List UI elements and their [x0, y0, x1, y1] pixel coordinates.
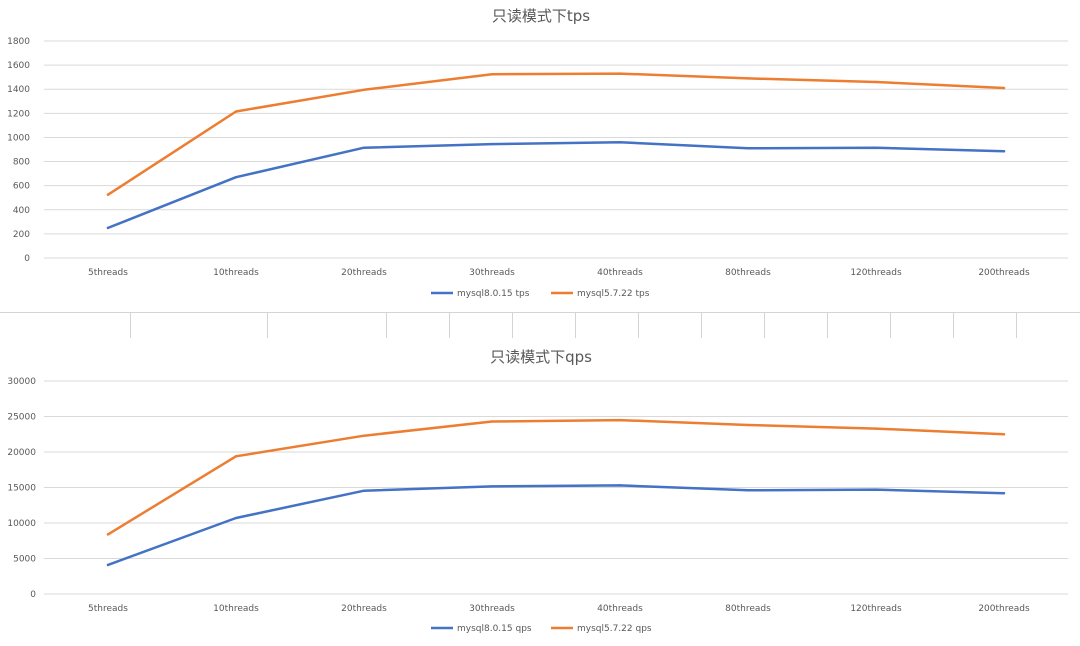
qps-x-tick-label: 40threads — [597, 604, 643, 614]
qps-chart-panel[interactable]: 只读模式下qps 0 5000 10000 15000 20000 25000 30000 5t… — [0, 338, 1080, 646]
qps-x-tick-label: 120threads — [850, 604, 902, 614]
qps-data-point — [618, 484, 622, 487]
tps-x-tick-label: 30threads — [469, 268, 515, 278]
qps-data-point — [746, 489, 750, 492]
tps-data-point — [746, 147, 750, 150]
spreadsheet-cell-border — [512, 313, 513, 339]
qps-y-tick-label: 10000 — [7, 519, 36, 529]
tps-x-tick-label: 20threads — [341, 268, 387, 278]
spreadsheet-cell-border — [890, 313, 891, 339]
tps-legend-label: mysql8.0.15 tps — [457, 289, 530, 299]
qps-data-point — [1002, 491, 1006, 495]
spreadsheet-cell-border — [267, 313, 268, 339]
tps-data-point — [234, 110, 238, 113]
tps-y-tick-label: 1200 — [7, 109, 30, 119]
tps-x-tick-label: 80threads — [725, 268, 771, 278]
tps-y-tick-label: 1800 — [7, 37, 30, 47]
qps-data-point — [1002, 433, 1006, 436]
qps-data-point — [874, 488, 878, 491]
tps-legend-label: mysql5.7.22 tps — [577, 289, 650, 299]
qps-data-point — [362, 489, 366, 492]
qps-chart-title: 只读模式下qps — [490, 348, 592, 366]
tps-x-tick-label: 10threads — [213, 268, 259, 278]
tps-data-point — [874, 80, 878, 84]
tps-x-tick-label: 5threads — [88, 268, 128, 278]
tps-x-tick-label: 200threads — [978, 268, 1030, 278]
qps-data-point — [490, 485, 494, 488]
tps-y-tick-label: 1400 — [7, 85, 30, 95]
tps-data-point — [106, 193, 110, 196]
qps-chart: 只读模式下qps 0 5000 10000 15000 20000 25000 30000 5t… — [7, 348, 1068, 634]
qps-y-tick-label: 20000 — [7, 448, 36, 458]
qps-data-point — [362, 434, 366, 437]
qps-y-tick-label: 5000 — [13, 555, 36, 565]
qps-data-point — [234, 455, 238, 458]
tps-y-tick-label: 1000 — [7, 133, 30, 143]
tps-data-point — [490, 142, 494, 146]
tps-x-tick-label: 40threads — [597, 268, 643, 278]
tps-legend-item[interactable]: mysql8.0.15 tps — [431, 289, 530, 299]
tps-data-point — [746, 77, 750, 80]
qps-y-tick-label: 0 — [30, 590, 36, 600]
tps-chart-panel[interactable]: 只读模式下tps 0 200 400 600 800 1000 1200 1400 1600 180… — [0, 0, 1080, 312]
tps-data-point — [874, 146, 878, 149]
tps-chart: 只读模式下tps 0 200 400 600 800 1000 1200 1400 1600 180… — [7, 7, 1068, 299]
spreadsheet-cell-border — [386, 313, 387, 339]
tps-data-point — [1002, 86, 1006, 90]
qps-data-point — [234, 516, 238, 520]
tps-chart-title: 只读模式下tps — [492, 7, 590, 25]
qps-series-line-mysql8[interactable] — [106, 484, 1006, 567]
spreadsheet-cell-border — [449, 313, 450, 339]
spreadsheet-cell-border — [953, 313, 954, 339]
qps-data-point — [874, 427, 878, 430]
tps-series-line-mysql57[interactable] — [106, 72, 1006, 196]
spreadsheet-cell-border — [1016, 313, 1017, 339]
qps-series-line-mysql57[interactable] — [106, 418, 1006, 536]
qps-x-tick-label: 200threads — [978, 604, 1030, 614]
tps-y-tick-label: 600 — [13, 182, 30, 192]
qps-y-tick-label: 30000 — [7, 377, 36, 387]
qps-data-point — [106, 533, 110, 536]
spreadsheet-cell-border — [130, 313, 131, 339]
qps-legend-item[interactable]: mysql5.7.22 qps — [551, 624, 652, 634]
tps-series-line-mysql8[interactable] — [106, 141, 1006, 230]
qps-legend-label: mysql8.0.15 qps — [457, 624, 532, 634]
spreadsheet-cell-border — [764, 313, 765, 339]
qps-x-tick-label: 5threads — [88, 604, 128, 614]
tps-data-point — [618, 141, 622, 144]
qps-data-point — [490, 420, 494, 423]
qps-x-tick-label: 20threads — [341, 604, 387, 614]
spreadsheet-cell-border — [575, 313, 576, 339]
qps-y-tick-label: 15000 — [7, 484, 36, 494]
qps-legend-label: mysql5.7.22 qps — [577, 624, 652, 634]
spreadsheet-cell-border — [638, 313, 639, 339]
spreadsheet-row-strip — [0, 312, 1080, 340]
tps-data-point — [490, 72, 494, 76]
tps-data-point — [362, 146, 366, 149]
qps-x-tick-label: 80threads — [725, 604, 771, 614]
spreadsheet-cell-border — [701, 313, 702, 339]
tps-x-tick-label: 120threads — [850, 268, 902, 278]
qps-data-point — [746, 423, 750, 427]
spreadsheet-cell-border — [827, 313, 828, 339]
qps-x-tick-label: 10threads — [213, 604, 259, 614]
tps-y-tick-label: 400 — [13, 206, 30, 216]
qps-data-point — [106, 563, 110, 567]
qps-y-tick-label: 25000 — [7, 413, 36, 423]
qps-x-tick-label: 30threads — [469, 604, 515, 614]
tps-data-point — [106, 226, 110, 230]
tps-data-point — [618, 72, 622, 75]
tps-y-tick-label: 200 — [13, 230, 30, 240]
tps-data-point — [234, 176, 238, 179]
tps-y-tick-label: 1600 — [7, 61, 30, 71]
qps-legend-item[interactable]: mysql8.0.15 qps — [431, 624, 532, 634]
tps-data-point — [1002, 150, 1006, 153]
qps-data-point — [618, 418, 622, 422]
tps-legend-item[interactable]: mysql5.7.22 tps — [551, 289, 650, 299]
tps-y-tick-label: 800 — [13, 158, 30, 168]
tps-data-point — [362, 88, 366, 92]
tps-y-tick-label: 0 — [24, 254, 30, 264]
